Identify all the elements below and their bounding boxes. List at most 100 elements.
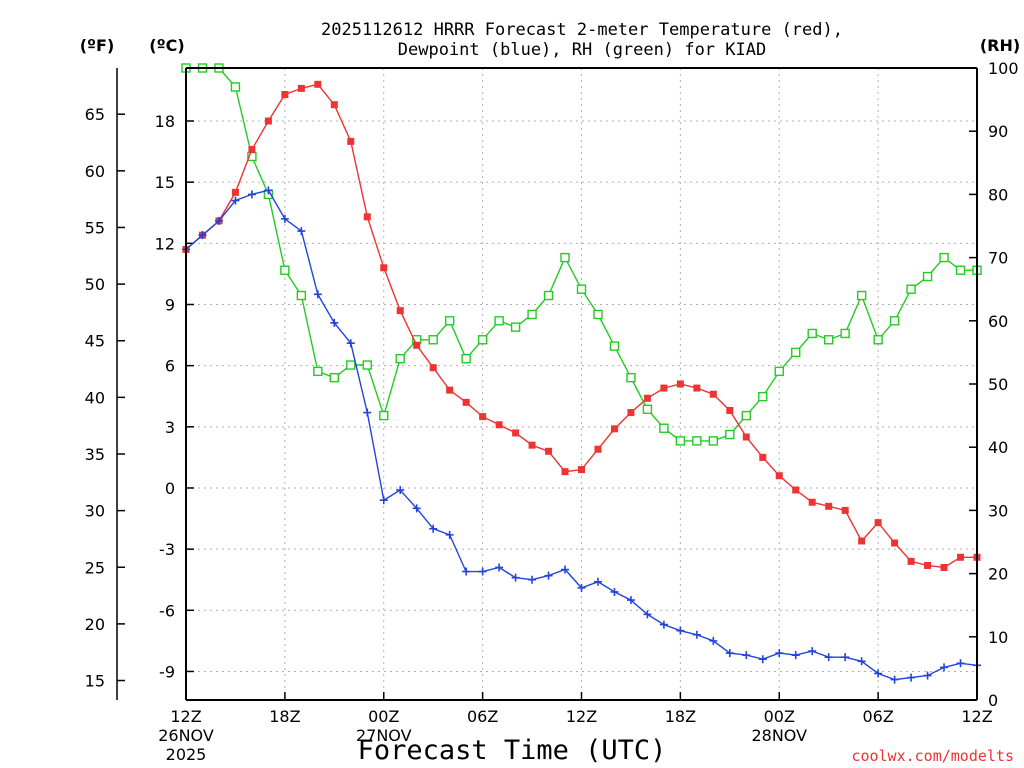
fahrenheit-tick-label: 25 — [85, 558, 105, 577]
credit-text[interactable]: coolwx.com/modelts — [851, 747, 1014, 765]
temperature-point — [495, 421, 503, 429]
x-tick-label: 12Z — [961, 707, 992, 726]
x-tick-label: 06Z — [862, 707, 893, 726]
rh-point — [510, 322, 521, 332]
rh-point — [675, 436, 686, 446]
dewpoint-point — [643, 610, 652, 619]
dewpoint-point — [330, 318, 339, 327]
temperature-point — [380, 264, 388, 272]
celsius-tick-label: 15 — [155, 173, 175, 192]
temperature-point — [643, 394, 651, 402]
dewpoint-point — [676, 626, 685, 635]
rh-tick-label: 100 — [988, 59, 1019, 78]
temperature-point — [594, 445, 602, 453]
fahrenheit-tick-label: 15 — [85, 672, 105, 691]
rh-point — [296, 290, 307, 301]
dewpoint-point — [429, 524, 438, 533]
temperature-point — [709, 390, 717, 398]
temperature-point — [264, 117, 272, 125]
x-date-label: 26NOV — [158, 726, 214, 745]
rh-point — [889, 316, 900, 326]
rh-point — [461, 354, 471, 364]
x-date-label: 28NOV — [751, 726, 807, 745]
chart-title-line1: 2025112612 HRRR Forecast 2-meter Tempera… — [321, 20, 843, 40]
temperature-point — [693, 384, 701, 392]
dewpoint-point — [907, 673, 916, 682]
celsius-tick-label: 9 — [165, 295, 175, 314]
dewpoint-point — [824, 653, 833, 662]
x-tick-label: 00Z — [368, 707, 399, 726]
rh-tick-label: 0 — [988, 691, 998, 710]
fahrenheit-tick-label: 55 — [85, 218, 105, 237]
dewpoint-point — [297, 227, 306, 236]
temperature-point — [775, 472, 783, 480]
dewpoint-point — [758, 655, 767, 664]
dewpoint-point — [214, 216, 223, 225]
rh-axis-label: (RH) — [980, 36, 1020, 55]
temperature-point — [561, 468, 569, 476]
fahrenheit-tick-label: 30 — [85, 502, 105, 521]
temperature-point — [462, 398, 470, 406]
rh-point — [906, 284, 916, 294]
dewpoint-point — [841, 653, 850, 662]
dewpoint-point — [198, 231, 207, 240]
celsius-axis: 18 15 12 9 6 3 0 -3 -6 -9 — [155, 112, 194, 681]
rh-point — [494, 316, 504, 326]
rh-point — [807, 328, 817, 339]
temperature-point — [742, 433, 750, 441]
temperature-point — [314, 80, 322, 88]
dewpoint-point — [544, 571, 553, 580]
x-tick-label: 18Z — [269, 707, 300, 726]
dewpoint-point — [791, 651, 800, 660]
dewpoint-point — [561, 565, 570, 574]
temperature-point — [578, 466, 585, 474]
fahrenheit-tick-label: 35 — [85, 445, 105, 464]
rh-tick-label: 70 — [988, 249, 1008, 268]
rh-point — [939, 252, 949, 263]
rh-point — [379, 410, 389, 421]
dewpoint-point — [495, 563, 504, 572]
dewpoint-point — [709, 636, 718, 645]
temperature-point — [610, 425, 618, 433]
rh-point — [444, 316, 455, 326]
dewpoint-point — [775, 649, 784, 658]
temperature-point — [429, 364, 437, 372]
temperature-point — [660, 384, 668, 392]
dewpoint-point — [313, 290, 322, 299]
series-layer — [181, 63, 982, 684]
temperature-point — [330, 101, 338, 109]
rh-point — [642, 404, 653, 414]
x-tick-label: 06Z — [467, 707, 498, 726]
dewpoint-point — [412, 504, 421, 513]
temperature-point — [891, 539, 899, 547]
rh-tick-label: 80 — [988, 185, 1008, 204]
rh-point — [659, 423, 669, 433]
temperature-point — [792, 486, 800, 494]
dewpoint-point — [577, 583, 586, 592]
dewpoint-point — [528, 575, 537, 584]
temperature-point — [676, 380, 684, 388]
fahrenheit-axis-label: (ºF) — [80, 36, 115, 55]
rh-point — [593, 309, 603, 320]
dewpoint-point — [478, 567, 487, 576]
x-year-label: 2025 — [166, 745, 207, 764]
temperature-point — [231, 188, 239, 196]
fahrenheit-tick-label: 50 — [85, 275, 105, 294]
temperature-point — [281, 91, 289, 99]
dewpoint-point — [659, 620, 668, 629]
dewpoint-point — [725, 649, 734, 658]
celsius-tick-label: -3 — [159, 540, 175, 559]
x-tick-label: 12Z — [566, 707, 597, 726]
rh-point — [791, 347, 801, 358]
rh-tick-label: 60 — [988, 312, 1008, 331]
x-date-label: 27NOV — [356, 726, 412, 745]
chart-title-line2: Dewpoint (blue), RH (green) for KIAD — [398, 40, 766, 60]
dewpoint-point — [808, 647, 817, 656]
rh-point — [840, 328, 850, 339]
dewpoint-point — [462, 567, 471, 576]
temperature-point — [479, 413, 487, 421]
rh-point — [725, 429, 735, 440]
